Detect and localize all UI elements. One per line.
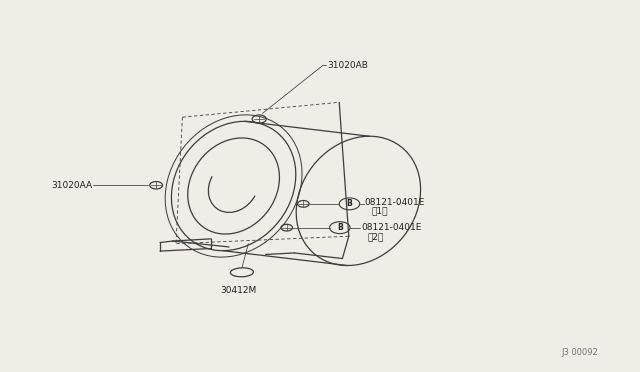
Text: 、1）: 、1） xyxy=(371,207,388,216)
Text: 08121-0401E: 08121-0401E xyxy=(362,223,422,232)
Text: B: B xyxy=(337,223,342,232)
Text: J3 00092: J3 00092 xyxy=(562,348,598,357)
Text: 31020AB: 31020AB xyxy=(328,61,369,70)
Text: B: B xyxy=(347,199,352,208)
Text: 08121-0401E: 08121-0401E xyxy=(365,198,425,207)
Text: 、2）: 、2） xyxy=(368,232,385,241)
Text: 30412M: 30412M xyxy=(220,286,256,295)
Text: 31020AA: 31020AA xyxy=(52,181,93,190)
